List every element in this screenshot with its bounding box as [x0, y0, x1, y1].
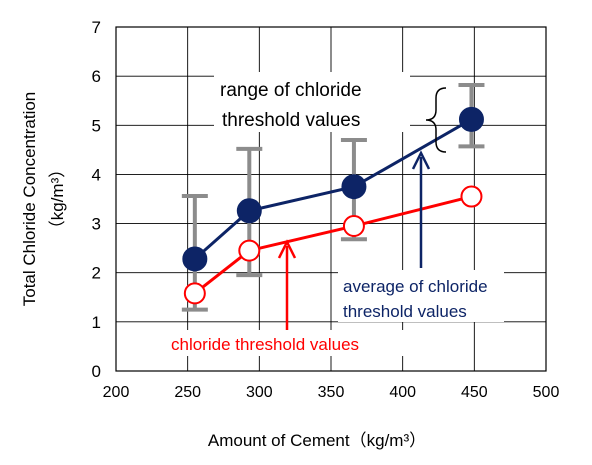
y-axis-label: Total Chloride Concentration	[20, 92, 39, 307]
average-annotation-bg	[338, 270, 504, 322]
y-tick-label: 2	[92, 264, 101, 283]
average-annotation-line1: average of chloride	[343, 277, 488, 296]
x-axis-label: Amount of Cement（kg/m³）	[208, 431, 426, 450]
x-tick-label: 450	[461, 384, 488, 401]
series	[182, 106, 484, 305]
point-average	[458, 106, 484, 132]
tick-labels: 200 250 300 350 400 450 500 0 1 2 3 4 5 6 7	[92, 18, 560, 401]
point-threshold	[183, 282, 206, 305]
point-average	[341, 174, 367, 200]
x-tick-label: 200	[103, 384, 130, 401]
y-axis-unit-label: （kg/m³）	[48, 161, 67, 238]
y-tick-label: 4	[92, 165, 101, 184]
range-annotation-line2: threshold values	[222, 110, 360, 131]
range-annotation-line1: range of chloride	[220, 80, 362, 101]
range-brace	[425, 87, 447, 153]
point-threshold	[342, 215, 365, 238]
y-tick-label: 7	[92, 18, 101, 37]
x-tick-label: 300	[246, 384, 273, 401]
x-tick-label: 500	[533, 384, 560, 401]
average-arrow-head	[411, 150, 431, 170]
y-tick-label: 3	[92, 215, 101, 234]
series-line-average	[193, 118, 473, 261]
y-tick-label: 6	[92, 67, 101, 86]
threshold-annotation-bg	[166, 330, 406, 356]
plot-frame	[115, 26, 547, 372]
threshold-arrow-head	[277, 239, 297, 259]
y-tick-label: 1	[92, 313, 101, 332]
point-threshold	[238, 239, 261, 262]
x-tick-label: 350	[318, 384, 345, 401]
point-threshold	[460, 185, 483, 208]
y-tick-label: 5	[92, 116, 101, 135]
x-tick-label: 250	[174, 384, 201, 401]
threshold-annotation: chloride threshold values	[171, 335, 359, 354]
average-annotation-line2: threshold values	[343, 302, 467, 321]
range-annotation-bg	[214, 72, 410, 132]
series-line-threshold	[193, 195, 472, 295]
point-average	[182, 246, 208, 272]
x-tick-label: 400	[389, 384, 416, 401]
point-average	[236, 198, 262, 224]
y-tick-label: 0	[92, 362, 101, 381]
